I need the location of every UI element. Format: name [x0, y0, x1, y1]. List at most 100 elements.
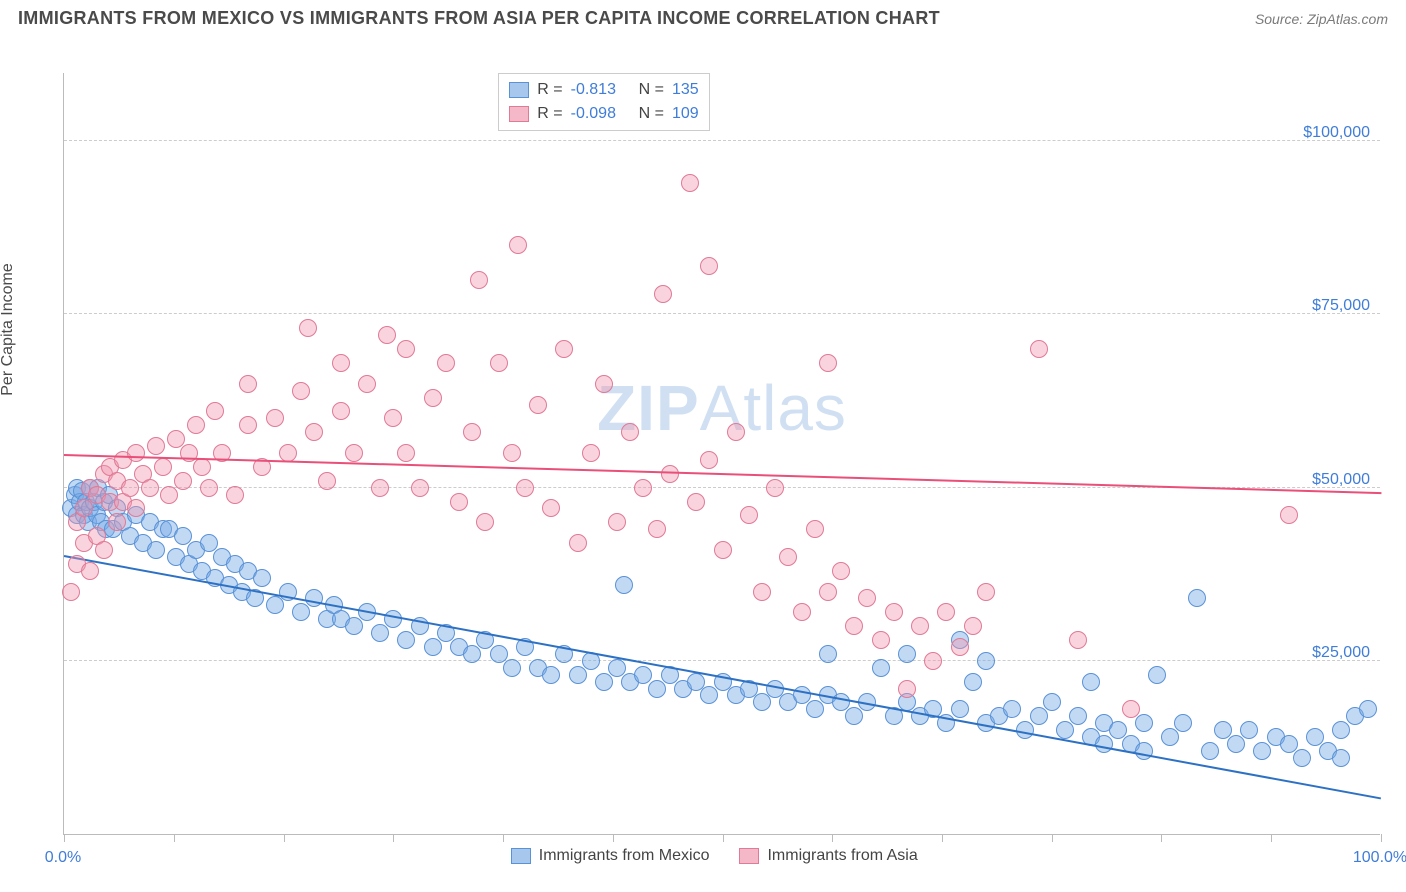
data-point	[384, 610, 402, 628]
data-point	[977, 652, 995, 670]
data-point	[885, 603, 903, 621]
data-point	[292, 382, 310, 400]
legend-row: R =-0.813N =135	[509, 78, 698, 102]
data-point	[542, 666, 560, 684]
data-point	[345, 617, 363, 635]
source-attribution: Source: ZipAtlas.com	[1255, 11, 1388, 27]
data-point	[727, 423, 745, 441]
legend-item: Immigrants from Mexico	[511, 847, 710, 865]
data-point	[608, 513, 626, 531]
x-tick	[832, 834, 833, 842]
data-point	[595, 673, 613, 691]
data-point	[437, 354, 455, 372]
gridline	[64, 313, 1380, 314]
legend-swatch	[509, 82, 529, 98]
data-point	[898, 680, 916, 698]
data-point	[1056, 721, 1074, 739]
source-prefix: Source:	[1255, 11, 1307, 27]
data-point	[332, 402, 350, 420]
data-point	[1095, 735, 1113, 753]
data-point	[661, 465, 679, 483]
data-point	[147, 541, 165, 559]
data-point	[819, 583, 837, 601]
data-point	[108, 513, 126, 531]
data-point	[187, 416, 205, 434]
data-point	[872, 631, 890, 649]
data-point	[424, 389, 442, 407]
x-tick	[503, 834, 504, 842]
data-point	[1122, 700, 1140, 718]
trend-line	[64, 555, 1381, 799]
data-point	[1174, 714, 1192, 732]
data-point	[1188, 589, 1206, 607]
data-point	[872, 659, 890, 677]
data-point	[516, 479, 534, 497]
y-tick-label: $75,000	[1312, 297, 1370, 315]
data-point	[266, 596, 284, 614]
x-tick	[393, 834, 394, 842]
data-point	[95, 541, 113, 559]
data-point	[766, 479, 784, 497]
data-point	[542, 499, 560, 517]
x-tick	[1381, 834, 1382, 842]
data-point	[503, 444, 521, 462]
data-point	[397, 444, 415, 462]
r-value: -0.813	[571, 78, 631, 102]
data-point	[687, 493, 705, 511]
data-point	[127, 499, 145, 517]
data-point	[1227, 735, 1245, 753]
data-point	[793, 603, 811, 621]
data-point	[450, 493, 468, 511]
data-point	[911, 617, 929, 635]
data-point	[1030, 707, 1048, 725]
data-point	[700, 257, 718, 275]
data-point	[740, 506, 758, 524]
data-point	[239, 416, 257, 434]
legend-swatch	[509, 106, 529, 122]
data-point	[621, 423, 639, 441]
gridline	[64, 660, 1380, 661]
data-point	[266, 409, 284, 427]
data-point	[634, 479, 652, 497]
data-point	[806, 520, 824, 538]
data-point	[1293, 749, 1311, 767]
data-point	[648, 520, 666, 538]
data-point	[1359, 700, 1377, 718]
data-point	[345, 444, 363, 462]
gridline	[64, 140, 1380, 141]
x-tick-label: 0.0%	[45, 849, 81, 867]
data-point	[1240, 721, 1258, 739]
legend-item: Immigrants from Asia	[739, 847, 917, 865]
plot-area: $25,000$50,000$75,000$100,000ZIPAtlasR =…	[63, 73, 1380, 835]
data-point	[1332, 749, 1350, 767]
data-point	[858, 589, 876, 607]
data-point	[1030, 340, 1048, 358]
data-point	[1280, 506, 1298, 524]
data-point	[832, 562, 850, 580]
data-point	[476, 513, 494, 531]
data-point	[753, 693, 771, 711]
n-value: 109	[672, 102, 699, 126]
data-point	[503, 659, 521, 677]
data-point	[819, 354, 837, 372]
data-point	[121, 479, 139, 497]
data-point	[845, 707, 863, 725]
data-point	[509, 236, 527, 254]
data-point	[62, 583, 80, 601]
source-name: ZipAtlas.com	[1307, 11, 1388, 27]
data-point	[141, 479, 159, 497]
data-point	[648, 680, 666, 698]
data-point	[569, 534, 587, 552]
data-point	[937, 603, 955, 621]
data-point	[1135, 714, 1153, 732]
series-legend: Immigrants from Mexico Immigrants from As…	[511, 847, 918, 865]
x-tick	[942, 834, 943, 842]
r-value: -0.098	[571, 102, 631, 126]
x-tick-label: 100.0%	[1353, 849, 1406, 867]
r-label: R =	[537, 78, 562, 102]
data-point	[490, 354, 508, 372]
data-point	[1148, 666, 1166, 684]
y-tick-label: $25,000	[1312, 644, 1370, 662]
data-point	[206, 402, 224, 420]
data-point	[1069, 707, 1087, 725]
